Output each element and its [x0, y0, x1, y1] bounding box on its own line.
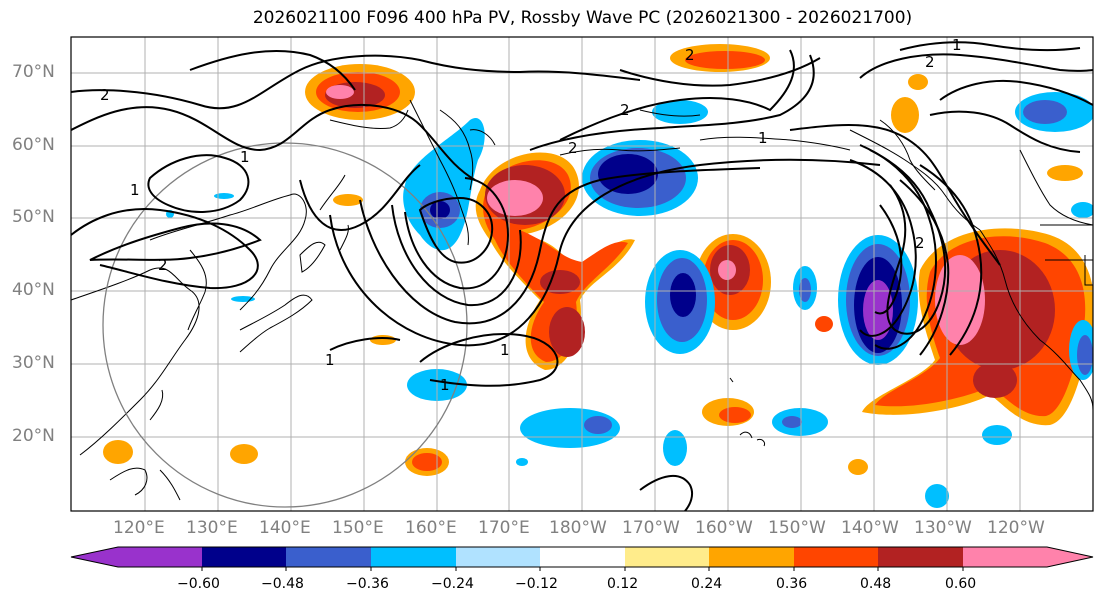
lon-label: 140°E [259, 518, 311, 538]
colorbar-tick-label: 0.24 [691, 576, 723, 592]
colorbar-tick-label: −0.60 [177, 576, 220, 592]
lon-label: 150°W [768, 518, 826, 538]
colorbar [70, 546, 1094, 571]
lat-label: 20°N [12, 426, 55, 446]
colorbar-segment [286, 547, 371, 567]
colorbar-tick-label: 0.48 [860, 576, 892, 592]
contour-label: 1 [758, 129, 768, 147]
contour-label: 2 [158, 256, 168, 274]
contour-label: 2 [925, 53, 935, 71]
negative-anomaly-small [166, 92, 1093, 508]
colorbar-tick-label: 0.12 [607, 576, 639, 592]
contour-label: 1 [500, 341, 510, 359]
colorbar-segment [540, 547, 625, 567]
lat-label: 60°N [12, 135, 55, 155]
colorbar-segment [794, 547, 878, 567]
contour-label: 2 [915, 234, 925, 252]
colorbar-tick-label: −0.48 [261, 576, 304, 592]
rossby-contours [71, 41, 1093, 511]
lon-label: 160°E [405, 518, 457, 538]
colorbar-tick-label: −0.36 [346, 576, 389, 592]
colorbar-outline [70, 546, 1094, 568]
colorbar-segment [963, 547, 1047, 567]
lon-label: 170°W [622, 518, 680, 538]
colorbar-tick-label: 0.60 [945, 576, 977, 592]
contour-label: 1 [952, 36, 962, 54]
contour-label: 1 [325, 351, 335, 369]
contour-labels: 2 2 2 2 2 1 1 1 1 1 1 2 2 1 [100, 36, 962, 394]
colorbar-tick-label: 0.36 [776, 576, 808, 592]
contour-label: 1 [240, 148, 250, 166]
colorbar-tick-label: −0.12 [515, 576, 558, 592]
lat-label: 70°N [12, 62, 55, 82]
colorbar-tick-label: −0.24 [431, 576, 474, 592]
coastlines [71, 99, 1093, 501]
contour-label: 1 [130, 181, 140, 199]
contour-label: 2 [620, 101, 630, 119]
negative-anomaly-central [645, 250, 715, 354]
contour-label: 2 [568, 139, 578, 157]
positive-anomaly-northeast-pacific [862, 228, 1093, 426]
colorbar-extend-high [1047, 547, 1093, 567]
lon-label: 130°W [914, 518, 972, 538]
colorbar-segment [625, 547, 709, 567]
colorbar-segment [709, 547, 794, 567]
gridlines [71, 37, 1093, 511]
colorbar-segment [456, 547, 540, 567]
lat-label: 40°N [12, 280, 55, 300]
lon-label: 180°W [549, 518, 607, 538]
lon-label: 170°E [478, 518, 530, 538]
colorbar-segment [878, 547, 963, 567]
contour-label: 2 [685, 46, 695, 64]
lon-label: 140°W [841, 518, 899, 538]
colorbar-extend-low [71, 547, 118, 567]
lon-label: 160°W [695, 518, 753, 538]
lon-label: 130°E [186, 518, 238, 538]
positive-anomaly-arctic [305, 64, 415, 120]
colorbar-segment [202, 547, 286, 567]
colorbar-segment [371, 547, 456, 567]
map-frame [70, 36, 1094, 512]
lat-label: 30°N [12, 353, 55, 373]
lon-label: 150°E [332, 518, 384, 538]
lon-label: 120°W [987, 518, 1045, 538]
contour-label: 1 [440, 376, 450, 394]
contour-label: 2 [100, 86, 110, 104]
colorbar-segment [118, 547, 202, 567]
positive-anomaly-aleutian [475, 152, 635, 370]
lat-label: 50°N [12, 207, 55, 227]
negative-anomaly-northeast [838, 235, 918, 365]
reference-circle [102, 142, 468, 508]
lon-label: 120°E [113, 518, 165, 538]
map-title: 2026021100 F096 400 hPa PV, Rossby Wave … [252, 8, 913, 28]
